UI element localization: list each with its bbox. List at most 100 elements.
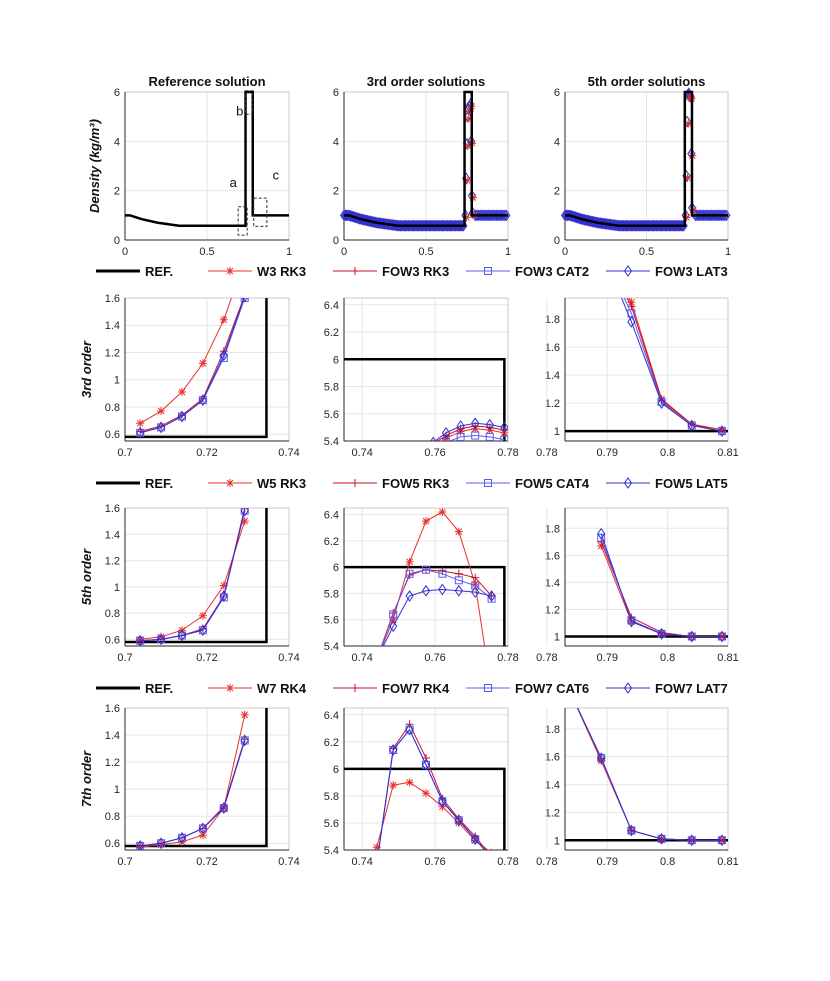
y-tick-label: 0: [333, 235, 339, 247]
y-tick-label: 0.6: [105, 838, 120, 850]
legend-label: FOW5 LAT5: [655, 476, 728, 491]
data-point: [456, 432, 465, 441]
ref-line: [565, 508, 728, 638]
data-point: [177, 831, 187, 844]
x-tick-label: 0.78: [497, 652, 518, 664]
ref-line: [125, 508, 268, 644]
y-tick-label: 1: [114, 375, 120, 387]
ref-line: [565, 298, 728, 433]
panel-o3-b: 5.4 5.6 5.8 6 6.2 6.4 0.74 0.76 0.78: [324, 297, 519, 459]
data-point: [198, 831, 207, 840]
ref-line: [565, 708, 728, 842]
data-point: [157, 407, 166, 416]
data-point: [717, 425, 727, 438]
x-tick-label: 0.78: [497, 856, 518, 868]
data-point: [240, 517, 249, 526]
y-tick-label: 6.2: [324, 737, 339, 749]
zoom-box-a: [237, 206, 248, 236]
data-point: [454, 814, 463, 827]
legend-label: FOW7 LAT7: [655, 681, 728, 696]
solution-marker: [718, 209, 728, 222]
x-tick-label: 0.76: [424, 856, 445, 868]
data-point: [177, 837, 186, 846]
data-point: [454, 584, 463, 597]
legend-label: FOW3 LAT3: [655, 264, 728, 279]
y-tick-label: 2: [333, 186, 339, 198]
y-tick-label: 1.4: [105, 320, 120, 332]
y-tick-label: 0: [554, 235, 560, 247]
legend-marker: [623, 477, 633, 489]
series-line: [140, 298, 246, 434]
data-point: [597, 752, 606, 764]
data-point: [198, 359, 207, 368]
data-point: [373, 859, 380, 869]
y-tick-label: 1.2: [105, 556, 120, 568]
y-tick-label: 1.2: [105, 347, 120, 359]
data-point: [219, 802, 228, 814]
legend-label: FOW7 CAT6: [515, 681, 589, 696]
x-tick-label: 0.79: [597, 856, 618, 868]
data-point: [389, 610, 398, 619]
data-point: [627, 302, 636, 311]
solution-marker: [675, 219, 684, 232]
data-point: [241, 298, 248, 303]
annotation-b: b: [236, 103, 243, 118]
y-tick-label: 4: [554, 136, 560, 148]
series-line: [600, 541, 722, 638]
plot-area: [125, 298, 268, 439]
x-tick-label: 0.5: [199, 246, 214, 258]
y-tick-label: 5.4: [324, 641, 339, 653]
axes-box: [343, 507, 509, 647]
data-point: [597, 541, 606, 550]
data-point: [471, 417, 480, 430]
series-line: [140, 510, 246, 642]
data-point: [487, 594, 496, 603]
x-tick-label: 0.8: [660, 652, 675, 664]
zoom-box-c: [253, 197, 268, 227]
legend-marker: [484, 479, 492, 487]
data-point: [156, 837, 166, 850]
legend-label: FOW7 RK4: [382, 681, 450, 696]
legend-label: W5 RK3: [257, 476, 306, 491]
data-point: [456, 420, 465, 432]
axes-box: [343, 707, 509, 851]
x-tick-label: 0.74: [278, 856, 299, 868]
data-point: [136, 426, 145, 439]
panel-o5-a: 0.6 0.8 1 1.2 1.4 1.6 0.7 0.72 0.74 5th order: [79, 503, 300, 664]
x-tick-label: 0.74: [278, 652, 299, 664]
legend-marker: [226, 479, 234, 487]
legend-0: REF. W3 RK3 FOW3 RK3 FOW3 CAT2 FOW3 LAT3: [96, 264, 728, 279]
data-point: [488, 853, 495, 863]
plot-area: [344, 358, 508, 441]
data-point: [240, 508, 249, 517]
y-tick-label: 6: [333, 562, 339, 574]
panel-title: 5th order solutions: [588, 74, 706, 89]
data-point: [687, 419, 696, 432]
x-tick-label: 0.79: [597, 447, 618, 459]
ref-line: [344, 90, 508, 227]
y-tick-label: 5.6: [324, 615, 339, 627]
data-point: [485, 432, 494, 441]
y-axis-label: Density (kg/m³): [87, 119, 102, 213]
legend-marker: [623, 682, 633, 694]
data-point: [438, 569, 447, 578]
y-tick-label: 6.4: [324, 710, 339, 722]
legend-label: REF.: [145, 264, 173, 279]
series-line: [600, 545, 722, 638]
y-tick-label: 0.6: [105, 429, 120, 441]
y-tick-label: 1.2: [105, 757, 120, 769]
series-line: [448, 435, 505, 441]
y-tick-label: 1.6: [545, 752, 560, 764]
data-point: [454, 527, 463, 536]
data-point: [219, 590, 228, 602]
plot-area: [565, 298, 728, 438]
x-tick-label: 0.72: [196, 856, 217, 868]
ref-line: [344, 767, 506, 850]
x-tick-label: 0.7: [117, 652, 132, 664]
x-tick-label: 1: [286, 246, 292, 258]
panel-fifth-overview: 0 2 4 6 0 0.5 1 5th order solutions: [554, 74, 731, 258]
data-point: [373, 655, 381, 663]
y-tick-label: 0.8: [105, 811, 120, 823]
data-point: [373, 860, 380, 867]
data-point: [488, 853, 496, 861]
